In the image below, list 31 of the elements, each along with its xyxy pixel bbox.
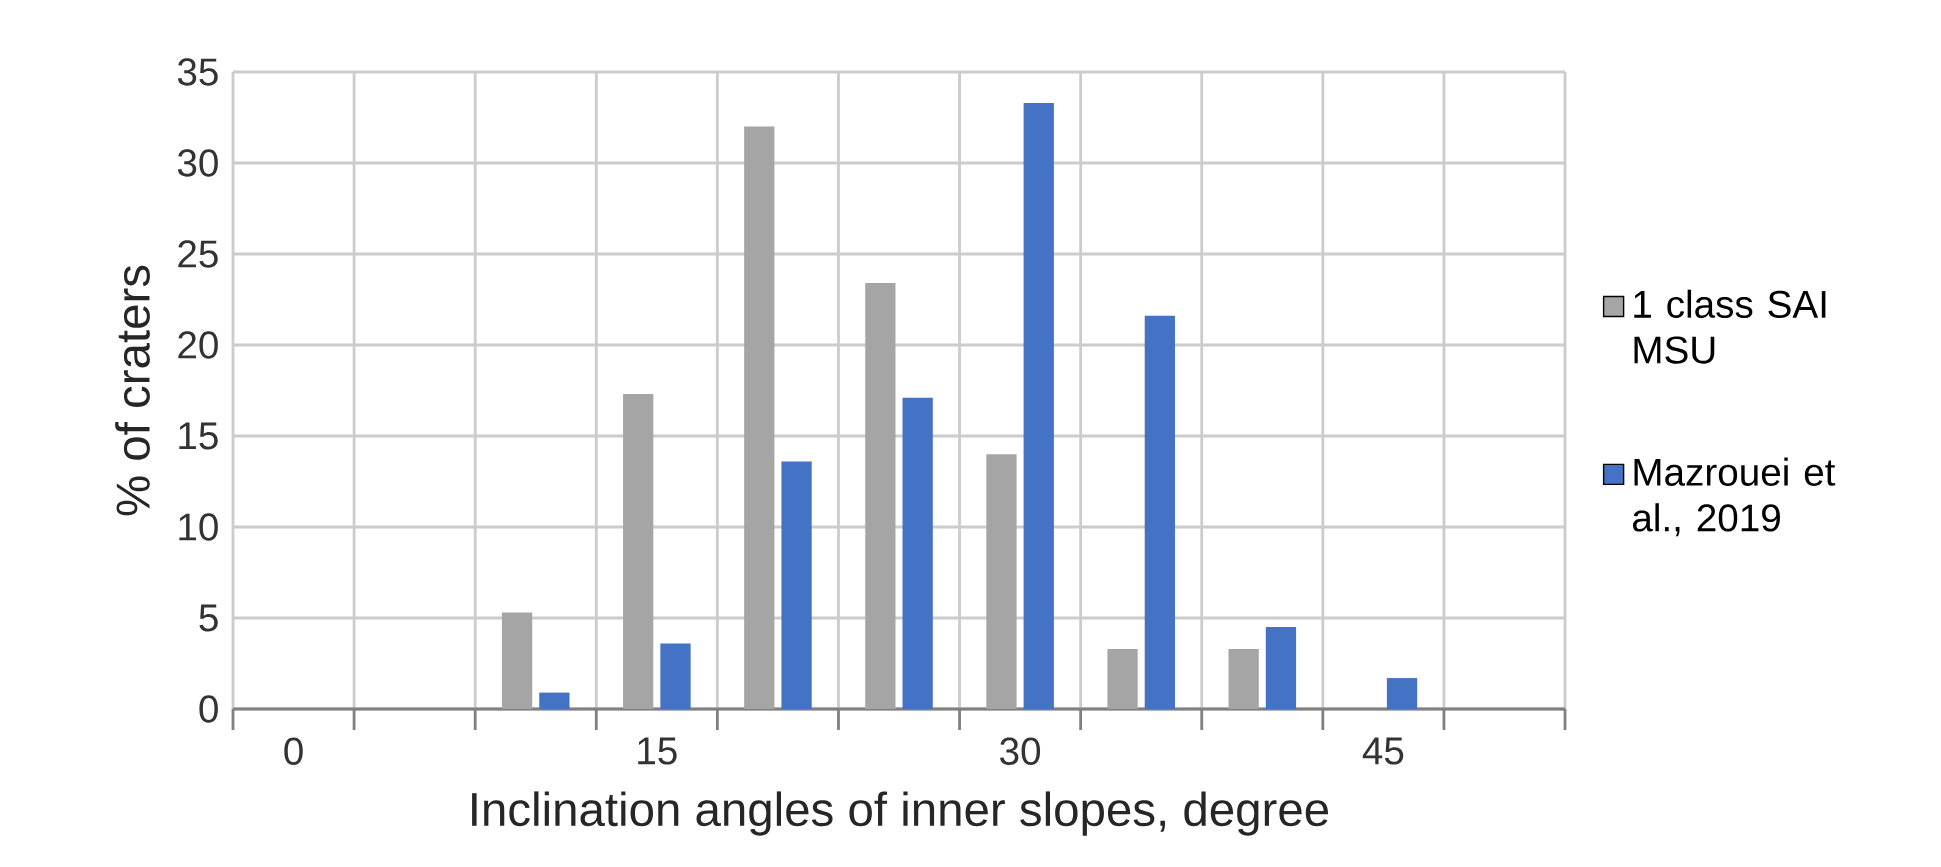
bar — [501, 612, 533, 709]
y-tick-label: 5 — [199, 604, 218, 632]
bar — [1228, 648, 1259, 709]
bar — [902, 397, 933, 709]
y-tick-label: 15 — [179, 422, 218, 450]
y-tick-label: 30 — [177, 149, 218, 177]
x-axis-title: Inclination angles of inner slopes, degree — [472, 791, 1329, 836]
y-tick-label: 10 — [179, 513, 218, 541]
bar — [1265, 627, 1297, 709]
y-tick-label: 20 — [178, 331, 218, 359]
bar — [744, 126, 775, 709]
legend-label: 1 class SAI MSU — [1634, 289, 1826, 364]
x-tick-label: 15 — [638, 737, 677, 765]
legend-label: Mazrouei et al., 2019 — [1633, 457, 1836, 537]
x-tick-label: 45 — [1362, 737, 1404, 765]
y-tick-label: 0 — [199, 695, 218, 723]
bar — [1386, 678, 1418, 709]
bar — [1107, 648, 1138, 709]
bar — [1144, 315, 1175, 709]
bar — [781, 461, 812, 709]
bar — [539, 692, 570, 709]
x-tick-label: 0 — [284, 737, 303, 765]
y-tick-label: 35 — [177, 58, 218, 86]
bar — [623, 394, 654, 709]
bar — [865, 283, 896, 709]
bar — [1023, 102, 1054, 709]
y-axis-title: % of craters — [115, 265, 150, 516]
bar — [986, 454, 1017, 709]
bar — [660, 643, 691, 709]
y-tick-label: 25 — [178, 240, 218, 268]
x-tick-label: 30 — [1000, 737, 1041, 765]
